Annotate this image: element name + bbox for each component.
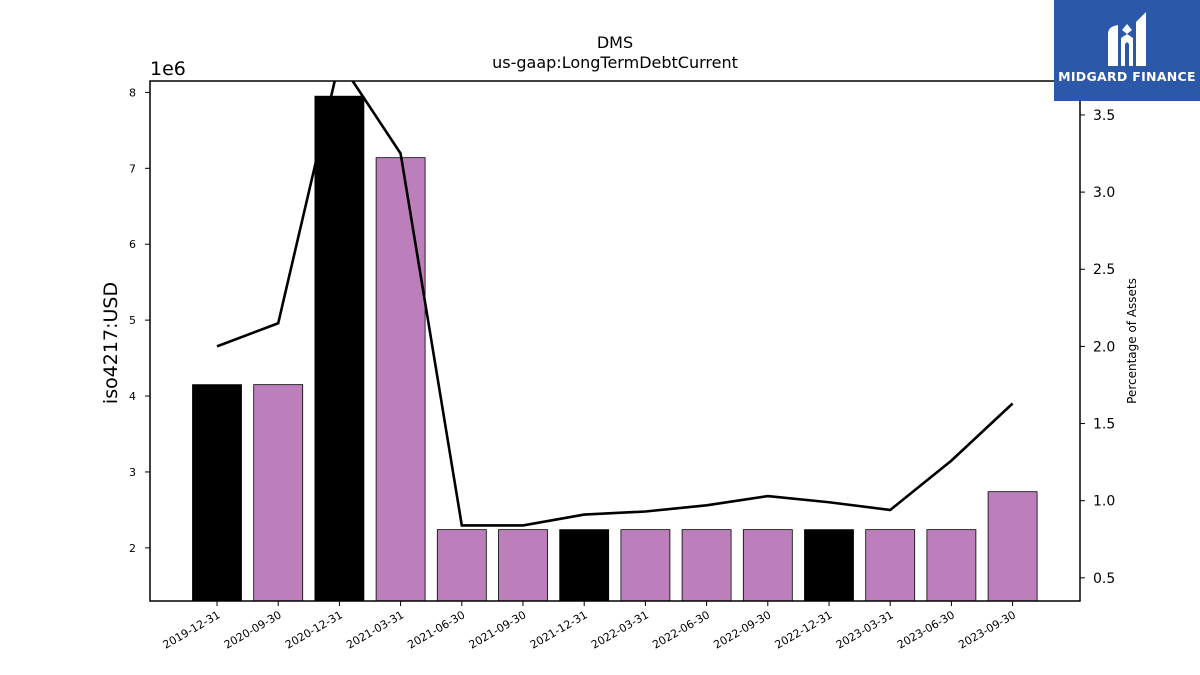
- bar-2021-12-31: [559, 529, 610, 602]
- x-tick-label: 2021-12-31: [528, 608, 590, 651]
- percentage-of-assets-line: [216, 81, 1014, 527]
- x-tick-label: 2022-03-31: [589, 608, 651, 651]
- x-tick-label: 2023-03-31: [834, 608, 896, 651]
- bar-2021-03-31: [375, 157, 426, 602]
- y-tick-label: 4: [129, 390, 136, 403]
- x-tick-label: 2021-06-30: [405, 608, 467, 651]
- plot-frame: [149, 80, 1081, 602]
- y-axis-ticks: 2 3 4 5 6 7 8: [129, 86, 150, 555]
- bars-group: [192, 95, 1038, 602]
- midgard-logo-icon: [1108, 12, 1146, 66]
- bar-2023-09-30: [987, 491, 1038, 602]
- y2-tick-label: 0.5: [1093, 571, 1115, 587]
- bar-2023-03-31: [865, 529, 916, 602]
- y-tick-label: 8: [129, 86, 136, 99]
- midgard-finance-logo: MIDGARD FINANCE: [1054, 0, 1200, 101]
- y-tick-label: 2: [129, 542, 136, 555]
- y-tick-label: 7: [129, 162, 136, 175]
- bar-2022-03-31: [620, 529, 671, 602]
- y2-tick-label: 1.5: [1093, 417, 1115, 433]
- x-tick-label: 2022-06-30: [650, 608, 712, 651]
- x-tick-label: 2022-12-31: [773, 608, 835, 651]
- x-tick-label: 2021-09-30: [467, 608, 529, 651]
- bar-2022-06-30: [681, 529, 732, 602]
- chart-subtitle: us-gaap:LongTermDebtCurrent: [492, 53, 738, 72]
- bar-2021-06-30: [436, 529, 487, 602]
- x-tick-label: 2022-09-30: [711, 608, 773, 651]
- logo-text: MIDGARD FINANCE: [1058, 69, 1196, 84]
- bar-2020-09-30: [253, 384, 304, 602]
- bar-2020-12-31: [314, 95, 365, 602]
- y2-tick-label: 3.0: [1093, 185, 1115, 201]
- y2-tick-label: 2.5: [1093, 262, 1115, 278]
- y2-axis-ticks: 0.5 1.0 1.5 2.0 2.5 3.0 3.5: [1080, 108, 1115, 587]
- line-group: [216, 81, 1014, 527]
- bar-2021-09-30: [498, 529, 548, 602]
- bar-2022-12-31: [804, 529, 854, 602]
- x-axis-ticks: 2019-12-31 2020-09-30 2020-12-31 2021-03-31…: [161, 601, 1018, 652]
- bar-2023-06-30: [926, 529, 977, 602]
- y-axis-multiplier: 1e6: [150, 58, 186, 80]
- y2-tick-label: 2.0: [1093, 339, 1115, 355]
- y2-tick-label: 1.0: [1093, 494, 1115, 510]
- y-axis-label: iso4217:USD: [100, 282, 122, 404]
- y2-tick-label: 3.5: [1093, 108, 1115, 124]
- y-tick-label: 3: [129, 466, 136, 479]
- y-tick-label: 5: [129, 314, 136, 327]
- chart-title: DMS: [597, 33, 633, 52]
- x-tick-label: 2020-12-31: [283, 608, 345, 651]
- x-tick-label: 2023-06-30: [895, 608, 957, 651]
- bar-2022-09-30: [742, 529, 793, 602]
- x-tick-label: 2023-09-30: [956, 608, 1018, 651]
- bar-2019-12-31: [192, 384, 242, 602]
- x-tick-label: 2020-09-30: [222, 608, 284, 651]
- x-tick-label: 2019-12-31: [161, 608, 223, 651]
- y-tick-label: 6: [129, 238, 136, 251]
- x-tick-label: 2021-03-31: [344, 608, 406, 651]
- y2-axis-label: Percentage of Assets: [1125, 278, 1139, 404]
